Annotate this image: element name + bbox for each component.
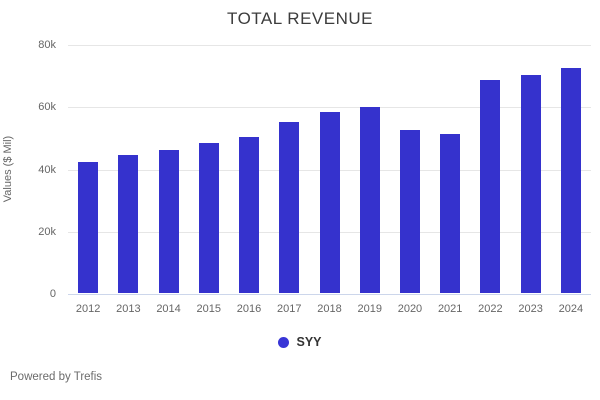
x-tick-2024: 2024: [558, 303, 584, 315]
gridline-0: [68, 294, 591, 295]
x-tick-2015: 2015: [196, 303, 222, 315]
y-tick-40k: 40k: [38, 163, 56, 176]
plot-area: [68, 45, 591, 295]
bar-2021[interactable]: [440, 134, 461, 293]
x-tick-2012: 2012: [75, 303, 101, 315]
x-tick-2022: 2022: [478, 303, 503, 315]
legend: SYY: [0, 335, 600, 349]
x-tick-2017: 2017: [277, 303, 302, 315]
y-tick-20k: 20k: [38, 225, 56, 238]
y-tick-60k: 60k: [38, 101, 56, 114]
chart-title: TOTAL REVENUE: [227, 9, 373, 28]
x-tick-2019: 2019: [357, 303, 382, 315]
bar-2019[interactable]: [359, 107, 380, 293]
bar-2023[interactable]: [520, 74, 541, 293]
bar-2024[interactable]: [560, 67, 581, 293]
x-tick-2013: 2013: [116, 303, 141, 315]
x-tick-2023: 2023: [518, 303, 543, 315]
bar-2018[interactable]: [319, 111, 340, 293]
powered-by-trefis: Powered by Trefis: [10, 371, 103, 383]
bar-2017[interactable]: [279, 121, 300, 293]
bar-2012[interactable]: [78, 162, 99, 293]
legend-marker-circle-icon: [278, 336, 290, 348]
bar-2022[interactable]: [480, 80, 501, 293]
y-tick-0: 0: [49, 288, 56, 300]
x-tick-2020: 2020: [397, 303, 423, 315]
bar-2016[interactable]: [239, 137, 260, 293]
y-tick-80k: 80k: [38, 39, 56, 51]
x-tick-2014: 2014: [156, 303, 181, 315]
bar-2015[interactable]: [198, 142, 219, 293]
gridline-60k: [68, 107, 591, 109]
legend-label: SYY: [296, 335, 322, 349]
x-tick-2018: 2018: [317, 303, 342, 315]
bar-2020[interactable]: [399, 129, 420, 293]
x-tick-2016: 2016: [236, 303, 262, 315]
gridline-80k: [68, 45, 591, 46]
legend-item-syy[interactable]: SYY: [278, 335, 322, 349]
bar-2013[interactable]: [118, 155, 139, 293]
x-tick-2021: 2021: [437, 303, 463, 315]
bar-2014[interactable]: [158, 149, 179, 293]
